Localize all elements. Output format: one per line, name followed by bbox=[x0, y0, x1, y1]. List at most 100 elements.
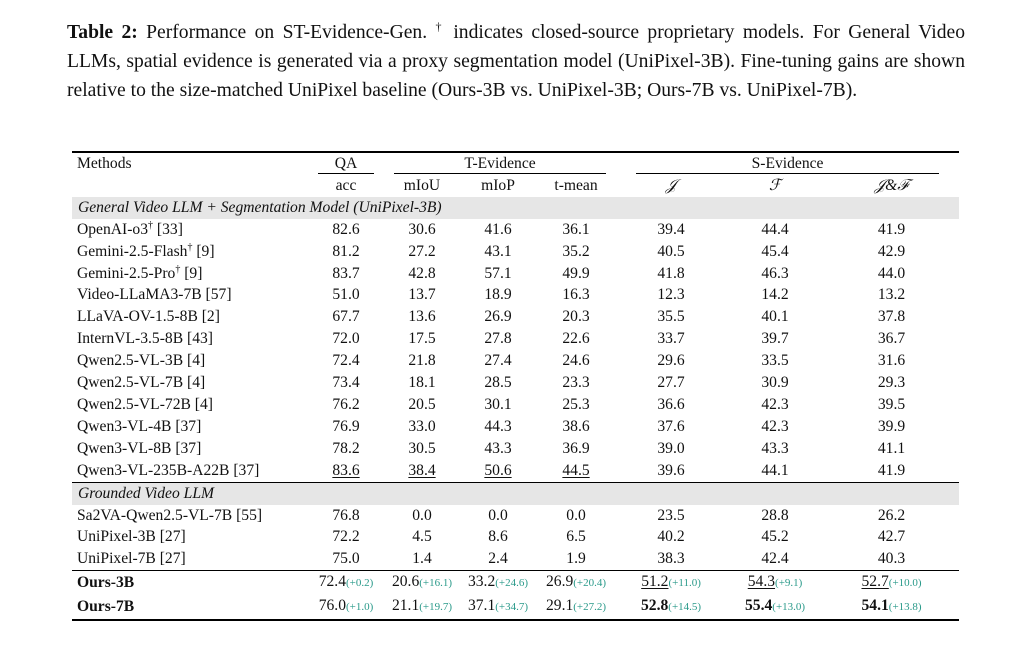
section-label: General Video LLM + Segmentation Model (… bbox=[72, 196, 960, 219]
gain-value: (+10.0) bbox=[888, 577, 922, 590]
table-cell: 40.3 bbox=[877, 550, 906, 568]
table-cell: 33.2(+24.6) bbox=[460, 570, 536, 596]
jf-header: 𝒥&ℱ bbox=[874, 176, 909, 194]
table-cell: 72.0 bbox=[332, 330, 360, 348]
table-cell: 41.9 bbox=[877, 220, 906, 238]
table-cell: 42.4 bbox=[761, 550, 789, 568]
table-row: OpenAI-o3† [33] 82.6 30.6 41.6 36.1 39.4 44.4 4… bbox=[72, 219, 959, 241]
method-name: Qwen3-VL-8B [37] bbox=[77, 439, 202, 457]
table-cell: 26.9 bbox=[484, 308, 512, 326]
table-row: UniPixel-7B [27] 75.0 1.4 2.4 1.9 38.3 42.4 40.… bbox=[72, 548, 959, 570]
table-cell: 42.8 bbox=[408, 264, 436, 282]
citation: [57] bbox=[201, 286, 232, 304]
table-cell: 13.7 bbox=[408, 286, 436, 304]
table-cell: 21.1(+19.7) bbox=[384, 595, 460, 622]
table-row: Gemini-2.5-Pro† [9] 83.7 42.8 57.1 49.9 41.8 4… bbox=[72, 263, 959, 285]
table-cell: 33.7 bbox=[657, 330, 685, 348]
table-cell: 72.2 bbox=[332, 528, 360, 546]
table-cell: 28.5 bbox=[484, 374, 512, 392]
table-caption: Table 2: Performance on ST-Evidence-Gen.… bbox=[67, 18, 965, 105]
table-cell: 38.4 bbox=[408, 461, 436, 479]
table-cell: 14.2 bbox=[761, 286, 789, 304]
table-cell: 37.6 bbox=[657, 417, 685, 435]
table-cell: 17.5 bbox=[408, 330, 436, 348]
method-name: Gemini-2.5-Pro† [9] bbox=[77, 263, 203, 282]
method-name: Qwen2.5-VL-72B [4] bbox=[77, 395, 213, 413]
citation: [55] bbox=[232, 506, 263, 524]
table-cell: 43.3 bbox=[484, 439, 512, 457]
dagger-mark: † bbox=[175, 263, 181, 275]
table-cell: 23.3 bbox=[562, 374, 590, 392]
table-cell: 0.0 bbox=[566, 506, 586, 524]
table-cell: 31.6 bbox=[877, 352, 906, 370]
table-cell: 76.9 bbox=[332, 417, 360, 435]
citation: [27] bbox=[155, 528, 186, 546]
table-cell: 39.5 bbox=[877, 395, 906, 413]
table-cell: 44.5 bbox=[562, 461, 590, 479]
table-cell: 39.9 bbox=[877, 417, 906, 435]
table-row: Qwen2.5-VL-3B [4] 72.4 21.8 27.4 24.6 29.6 33.… bbox=[72, 350, 959, 372]
table-row: Qwen3-VL-4B [37] 76.9 33.0 44.3 38.6 37.6 42.3… bbox=[72, 416, 959, 438]
table-cell: 83.6 bbox=[332, 461, 360, 479]
citation: [27] bbox=[155, 550, 186, 568]
table-cell: 28.8 bbox=[761, 506, 789, 524]
table-cell: 76.8 bbox=[332, 506, 360, 524]
table-cell: 52.8(+14.5) bbox=[616, 595, 727, 622]
caption-text-2: indicates closed-source proprietary mode… bbox=[67, 22, 965, 101]
citation: [37] bbox=[229, 461, 260, 479]
table-row: Qwen2.5-VL-72B [4] 76.2 20.5 30.1 25.3 36.6 42… bbox=[72, 394, 959, 416]
table-cell: 30.5 bbox=[408, 439, 436, 457]
citation: [9] bbox=[180, 264, 203, 282]
table-cell: 36.7 bbox=[877, 330, 906, 348]
table-cell: 20.6(+16.1) bbox=[384, 570, 460, 596]
cell-value: 26.9 bbox=[545, 573, 574, 591]
table-cell: 76.2 bbox=[332, 395, 360, 413]
table-cell: 6.5 bbox=[566, 528, 586, 546]
table-cell: 4.5 bbox=[412, 528, 432, 546]
table-cell: 20.3 bbox=[562, 308, 590, 326]
table-cell: 13.2 bbox=[877, 286, 906, 304]
table-row: InternVL-3.5-8B [43] 72.0 17.5 27.8 22.6 33.7… bbox=[72, 328, 959, 350]
section-row-general: General Video LLM + Segmentation Model (… bbox=[72, 196, 960, 219]
table-cell: 40.1 bbox=[761, 308, 789, 326]
table-cell: 39.0 bbox=[657, 439, 685, 457]
cell-value: 54.1 bbox=[861, 597, 889, 615]
table-cell: 29.3 bbox=[877, 374, 906, 392]
table-cell: 36.6 bbox=[657, 395, 685, 413]
cell-value: 76.0 bbox=[318, 597, 346, 615]
table-row: UniPixel-3B [27] 72.2 4.5 8.6 6.5 40.2 45.2 42.… bbox=[72, 526, 959, 548]
table-cell: 42.9 bbox=[877, 242, 906, 260]
table-cell: 26.9(+20.4) bbox=[536, 570, 617, 596]
gain-value: (+24.6) bbox=[495, 577, 529, 590]
method-name: Video-LLaMA3-7B [57] bbox=[77, 286, 232, 304]
tmean-header: t-mean bbox=[554, 176, 598, 194]
table-cell: 39.7 bbox=[761, 330, 789, 348]
table-cell: 8.6 bbox=[488, 528, 508, 546]
table-cell: 76.0(+1.0) bbox=[308, 595, 384, 622]
gain-value: (+20.4) bbox=[573, 577, 607, 590]
table-cell: 44.4 bbox=[761, 220, 789, 238]
table-cell: 36.1 bbox=[562, 220, 590, 238]
table-cell: 0.0 bbox=[488, 506, 508, 524]
table-cell: 39.4 bbox=[657, 220, 685, 238]
gain-value: (+34.7) bbox=[495, 601, 529, 614]
table-cell: 0.0 bbox=[412, 506, 432, 524]
f-header: ℱ bbox=[768, 176, 782, 194]
table-cell: 35.2 bbox=[562, 242, 590, 260]
cell-value: 72.4 bbox=[318, 573, 346, 591]
table-cell: 18.1 bbox=[408, 374, 436, 392]
dagger-symbol: † bbox=[435, 19, 445, 34]
cell-value: 52.7 bbox=[861, 573, 889, 591]
table-cell: 40.5 bbox=[657, 242, 685, 260]
table-cell: 78.2 bbox=[332, 439, 360, 457]
cell-value: 37.1 bbox=[467, 597, 496, 615]
table-cell: 41.9 bbox=[877, 461, 906, 479]
ours-row: Ours-3B 72.4(+0.2) 20.6(+16.1) 33.2(+24.6) 2… bbox=[72, 570, 960, 596]
table-row: Qwen3-VL-235B-A22B [37] 83.6 38.4 50.6 44.5 3… bbox=[72, 460, 959, 482]
s-evidence-group-header: S-Evidence bbox=[616, 151, 960, 175]
methods-header: Methods bbox=[72, 151, 308, 175]
table-cell: 81.2 bbox=[332, 242, 360, 260]
empty-header-cell bbox=[72, 175, 308, 197]
gain-value: (+19.7) bbox=[419, 601, 453, 614]
